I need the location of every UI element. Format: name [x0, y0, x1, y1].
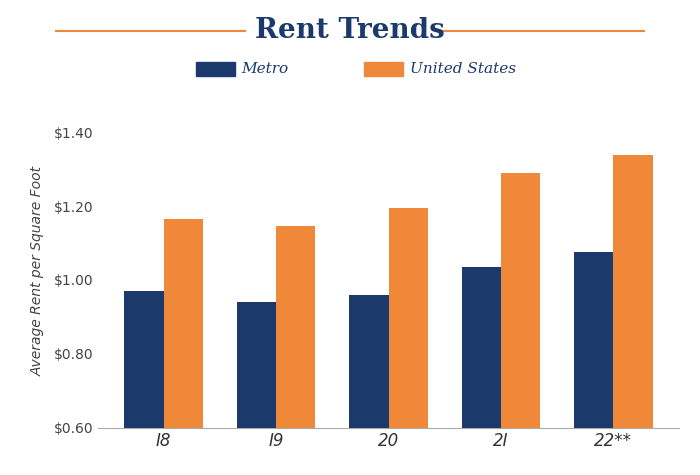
- Y-axis label: Average Rent per Square Foot: Average Rent per Square Foot: [32, 166, 46, 376]
- Bar: [164, 219, 203, 475]
- Bar: [613, 154, 652, 475]
- Bar: [237, 302, 276, 475]
- Bar: [501, 173, 540, 475]
- Bar: [349, 294, 389, 475]
- Bar: [276, 227, 316, 475]
- Bar: [389, 208, 428, 475]
- Text: Rent Trends: Rent Trends: [255, 18, 445, 44]
- Bar: [125, 291, 164, 475]
- Text: United States: United States: [410, 62, 516, 76]
- Bar: [574, 252, 613, 475]
- Bar: [461, 267, 501, 475]
- Text: Metro: Metro: [241, 62, 288, 76]
